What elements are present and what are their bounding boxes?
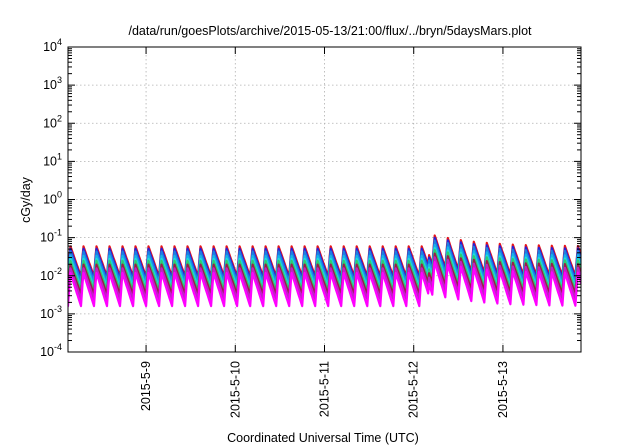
x-tick-label: 2015-5-12 [407,361,421,418]
y-tick-label: 10-1 [40,228,62,245]
series-line-8 [68,256,581,301]
grid-lines [68,47,581,352]
x-tick-label: 2015-5-9 [139,361,153,411]
y-tick-label: 103 [43,75,62,92]
y-tick-label: 10-2 [40,266,62,283]
series-group [68,234,581,308]
x-tick-labels: 2015-5-9 2015-5-10 2015-5-11 2015-5-12 2015-… [139,361,510,418]
y-tick-label: 104 [43,37,62,54]
x-tick-label: 2015-5-11 [318,361,332,417]
y-axis-label: cGy/day [19,176,33,223]
chart-title: /data/run/goesPlots/archive/2015-05-13/2… [128,24,532,38]
series-line-3 [68,239,581,283]
y-tick-labels: 10-4 10-3 10-2 10-1 100 101 102 103 104 [40,37,62,359]
y-tick-label: 100 [43,190,62,207]
y-tick-label: 10-4 [40,342,62,359]
series-line-9 [68,261,581,308]
y-tick-label: 10-3 [40,304,62,321]
x-tick-label: 2015-5-10 [228,361,242,418]
y-tick-label: 101 [43,151,62,168]
axis-ticks [68,46,581,353]
x-axis-label: Coordinated Universal Time (UTC) [227,431,419,445]
y-tick-label: 102 [43,113,62,130]
x-tick-label: 2015-5-13 [496,361,510,418]
